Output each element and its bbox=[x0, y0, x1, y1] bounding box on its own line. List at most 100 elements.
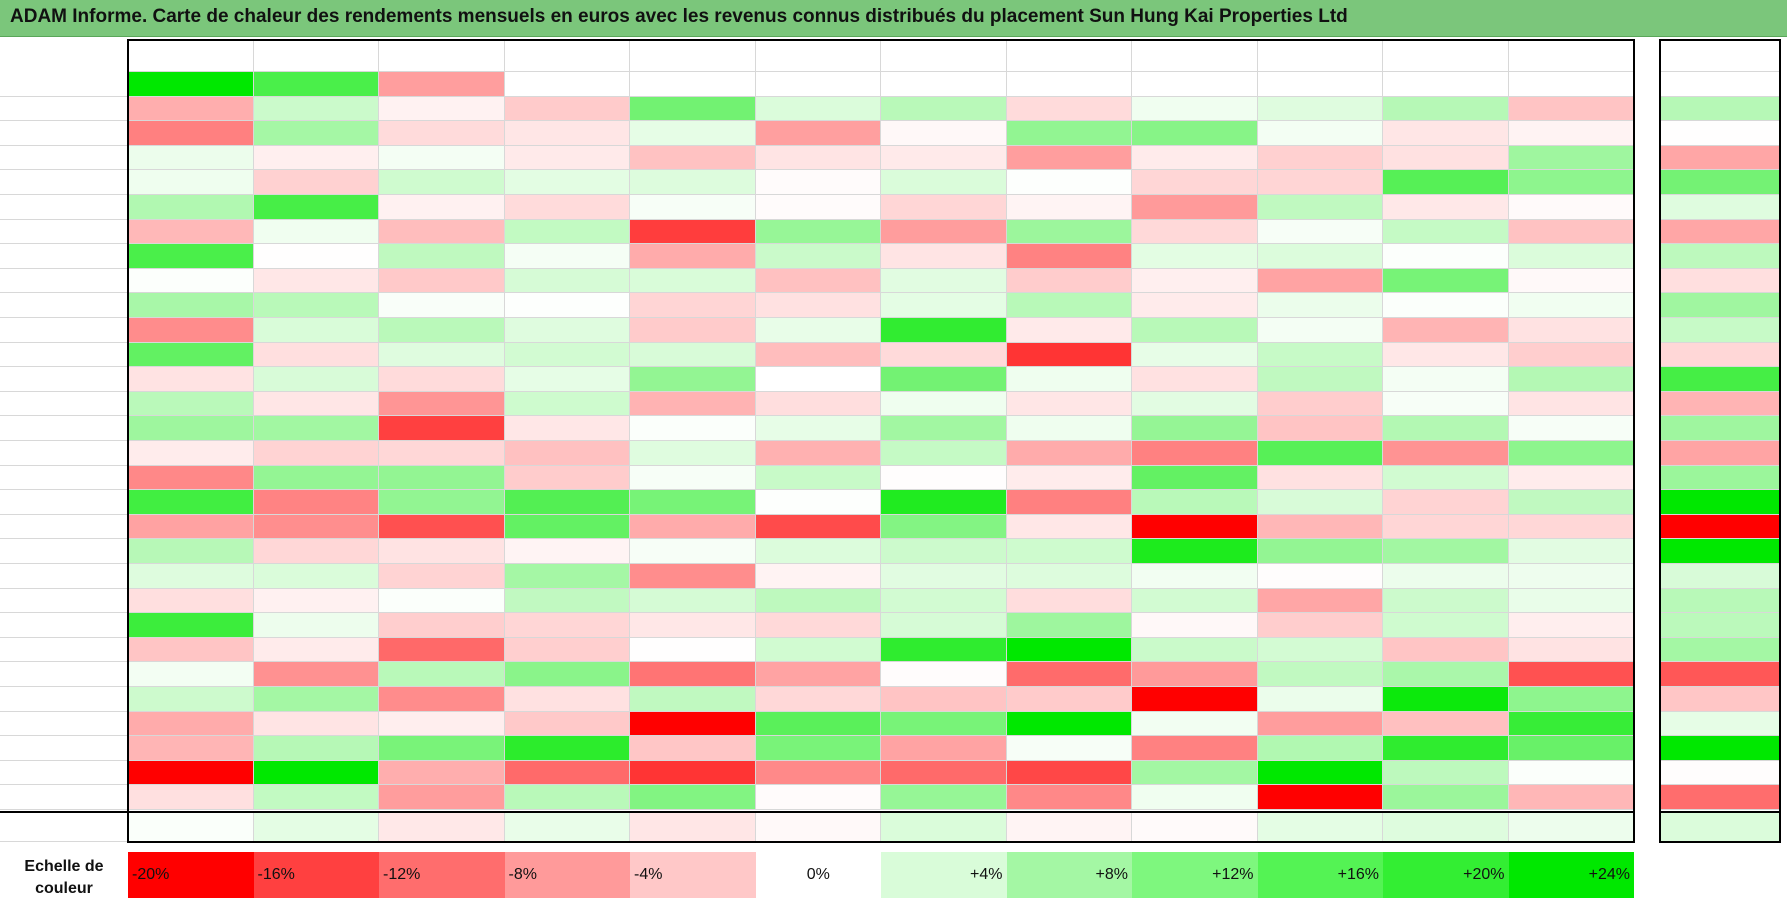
heatmap-cell bbox=[379, 244, 505, 269]
heatmap-cell bbox=[1383, 342, 1509, 368]
annual-cell bbox=[1660, 318, 1780, 343]
annual-cell bbox=[1660, 588, 1780, 614]
heatmap-cell bbox=[1383, 514, 1509, 540]
heatmap-cell bbox=[253, 268, 379, 294]
heatmap-cell bbox=[630, 121, 756, 146]
heatmap-cell bbox=[1257, 72, 1383, 97]
heatmap-cell bbox=[755, 293, 881, 318]
title-divider bbox=[0, 36, 1787, 37]
annual-cell bbox=[1660, 416, 1780, 441]
heatmap-cell bbox=[881, 539, 1007, 564]
heatmap-cell bbox=[630, 293, 756, 318]
heatmap-cell bbox=[253, 391, 379, 417]
heatmap-cell bbox=[253, 490, 379, 515]
average-divider bbox=[1660, 811, 1780, 813]
heatmap-cell bbox=[1257, 293, 1383, 318]
heatmap-cell bbox=[379, 539, 505, 564]
heatmap-cell bbox=[1006, 72, 1132, 97]
heatmap-cell bbox=[1508, 785, 1634, 810]
average-divider bbox=[0, 811, 1634, 813]
heatmap-cell bbox=[1257, 145, 1383, 171]
heatmap-cell bbox=[630, 785, 756, 810]
heatmap-cell bbox=[1006, 145, 1132, 171]
average-cell bbox=[1383, 812, 1509, 842]
row-year-label bbox=[0, 220, 128, 245]
heatmap-cell bbox=[504, 687, 630, 712]
heatmap-cell bbox=[881, 145, 1007, 171]
heatmap-cell bbox=[755, 96, 881, 122]
heatmap-cell bbox=[128, 268, 254, 294]
heatmap-cell bbox=[630, 318, 756, 343]
annual-cell bbox=[1660, 785, 1780, 810]
heatmap-cell bbox=[504, 121, 630, 146]
heatmap-cell bbox=[504, 760, 630, 786]
heatmap-cell bbox=[379, 613, 505, 638]
heatmap-cell bbox=[1383, 564, 1509, 589]
annual-cell bbox=[1660, 441, 1780, 466]
heatmap-cell bbox=[128, 121, 254, 146]
row-year-label bbox=[0, 121, 128, 146]
heatmap-cell bbox=[128, 539, 254, 564]
heatmap-cell bbox=[128, 465, 254, 491]
heatmap-cell bbox=[630, 170, 756, 195]
heatmap-cell bbox=[128, 145, 254, 171]
annual-cell bbox=[1660, 391, 1780, 417]
row-year-label bbox=[0, 195, 128, 220]
heatmap-cell bbox=[128, 711, 254, 737]
heatmap-cell bbox=[1006, 244, 1132, 269]
heatmap-cell bbox=[1006, 391, 1132, 417]
heatmap-cell bbox=[1257, 514, 1383, 540]
scale-swatch: -12% bbox=[379, 852, 505, 898]
annual-cell bbox=[1660, 72, 1780, 97]
heatmap-cell bbox=[128, 662, 254, 687]
heatmap-cell bbox=[755, 539, 881, 564]
heatmap-cell bbox=[1132, 588, 1258, 614]
heatmap-cell bbox=[881, 318, 1007, 343]
heatmap-cell bbox=[253, 711, 379, 737]
heatmap-cell bbox=[128, 613, 254, 638]
row-year-label bbox=[0, 441, 128, 466]
month-header bbox=[128, 40, 254, 72]
heatmap-cell bbox=[1508, 195, 1634, 220]
heatmap-cell bbox=[1132, 96, 1258, 122]
heatmap-cell bbox=[253, 170, 379, 195]
heatmap-cell bbox=[1257, 219, 1383, 245]
heatmap-cell bbox=[128, 785, 254, 810]
heatmap-cell bbox=[1132, 564, 1258, 589]
heatmap-cell bbox=[881, 613, 1007, 638]
heatmap-cell bbox=[1132, 195, 1258, 220]
row-year-label bbox=[0, 564, 128, 589]
heatmap-cell bbox=[881, 195, 1007, 220]
heatmap-cell bbox=[128, 170, 254, 195]
heatmap-cell bbox=[253, 687, 379, 712]
annual-cell bbox=[1660, 662, 1780, 687]
average-cell bbox=[1508, 812, 1634, 842]
heatmap-cell bbox=[1257, 441, 1383, 466]
heatmap-cell bbox=[755, 318, 881, 343]
chart-title: ADAM Informe. Carte de chaleur des rende… bbox=[10, 6, 1348, 27]
heatmap-cell bbox=[1006, 219, 1132, 245]
heatmap-cell bbox=[1132, 293, 1258, 318]
heatmap-cell bbox=[1383, 219, 1509, 245]
heatmap-cell bbox=[630, 760, 756, 786]
heatmap-cell bbox=[379, 96, 505, 122]
heatmap-cell bbox=[1132, 367, 1258, 392]
heatmap-cell bbox=[630, 96, 756, 122]
heatmap-cell bbox=[630, 514, 756, 540]
heatmap-cell bbox=[1006, 662, 1132, 687]
heatmap-cell bbox=[253, 785, 379, 810]
annual-cell bbox=[1660, 539, 1780, 564]
row-year-label bbox=[0, 318, 128, 343]
heatmap-cell bbox=[630, 613, 756, 638]
heatmap-cell bbox=[881, 785, 1007, 810]
average-cell bbox=[504, 812, 630, 842]
heatmap-cell bbox=[1257, 711, 1383, 737]
heatmap-cell bbox=[128, 416, 254, 441]
heatmap-cell bbox=[504, 613, 630, 638]
heatmap-cell bbox=[1508, 564, 1634, 589]
heatmap-cell bbox=[379, 637, 505, 663]
annual-cell bbox=[1660, 195, 1780, 220]
heatmap-cell bbox=[630, 342, 756, 368]
heatmap-cell bbox=[881, 564, 1007, 589]
average-cell bbox=[128, 812, 254, 842]
